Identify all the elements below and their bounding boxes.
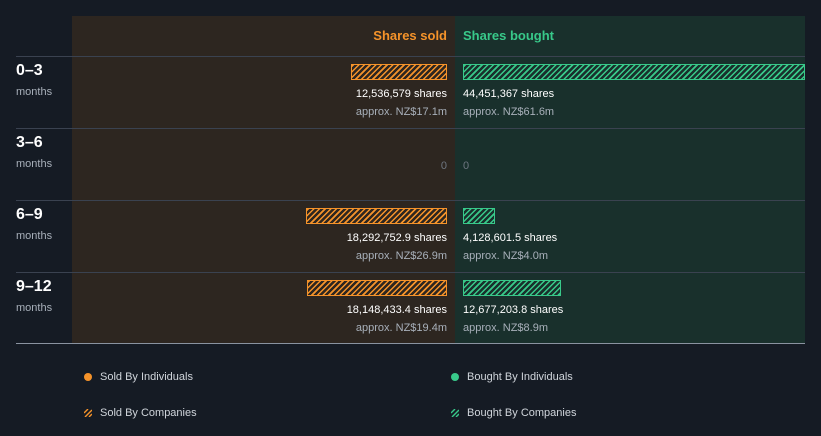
period-unit: months: [16, 230, 53, 242]
legend-sold-companies[interactable]: Sold By Companies: [100, 407, 197, 419]
bought-individuals-dot-icon: [451, 373, 459, 381]
row-divider: [16, 56, 805, 57]
period-label: 3–6: [16, 134, 43, 151]
sold-value-0-3: approx. NZ$17.1m: [355, 106, 447, 118]
bought-bar-6-9: [463, 208, 495, 224]
bought-companies-hatch-icon: [451, 409, 459, 417]
bought-bar-0-3: [463, 64, 805, 80]
bought-shares-9-12: 12,677,203.8 shares: [463, 304, 564, 316]
legend-bought-companies[interactable]: Bought By Companies: [467, 407, 577, 419]
sold-companies-hatch-icon: [84, 409, 92, 417]
bought-bar-9-12: [463, 280, 561, 296]
chart-baseline: [16, 343, 805, 344]
period-unit: months: [16, 158, 53, 170]
period-unit: months: [16, 86, 53, 98]
period-label: 6–9: [16, 206, 43, 223]
legend-sold-individuals[interactable]: Sold By Individuals: [100, 371, 193, 383]
sold-shares-9-12: 18,148,433.4 shares: [346, 304, 447, 316]
sold-shares-0-3: 12,536,579 shares: [355, 88, 447, 100]
period-label: 9–12: [16, 278, 52, 295]
legend-bought-individuals[interactable]: Bought By Individuals: [467, 371, 573, 383]
sold-bar-0-3: [350, 64, 447, 80]
period-label: 0–3: [16, 62, 43, 79]
bought-value-6-9: approx. NZ$4.0m: [463, 250, 548, 262]
sold-shares-6-9: 18,292,752.9 shares: [346, 232, 447, 244]
period-unit: months: [16, 302, 53, 314]
bought-value-9-12: approx. NZ$8.9m: [463, 322, 548, 334]
sold-zero-3-6: 0: [440, 160, 447, 172]
bought-shares-0-3: 44,451,367 shares: [463, 88, 555, 100]
row-divider: [16, 200, 805, 201]
shares-bought-header: Shares bought: [463, 28, 555, 43]
row-divider: [16, 272, 805, 273]
shares-sold-header: Shares sold: [373, 28, 447, 43]
bought-value-0-3: approx. NZ$61.6m: [463, 106, 555, 118]
sold-individuals-dot-icon: [84, 373, 92, 381]
sold-value-9-12: approx. NZ$19.4m: [355, 322, 447, 334]
sold-value-6-9: approx. NZ$26.9m: [355, 250, 447, 262]
sold-bar-9-12: [307, 280, 447, 296]
bought-shares-6-9: 4,128,601.5 shares: [463, 232, 558, 244]
sold-bar-6-9: [306, 208, 447, 224]
row-divider: [16, 128, 805, 129]
bought-zero-3-6: 0: [463, 160, 470, 172]
